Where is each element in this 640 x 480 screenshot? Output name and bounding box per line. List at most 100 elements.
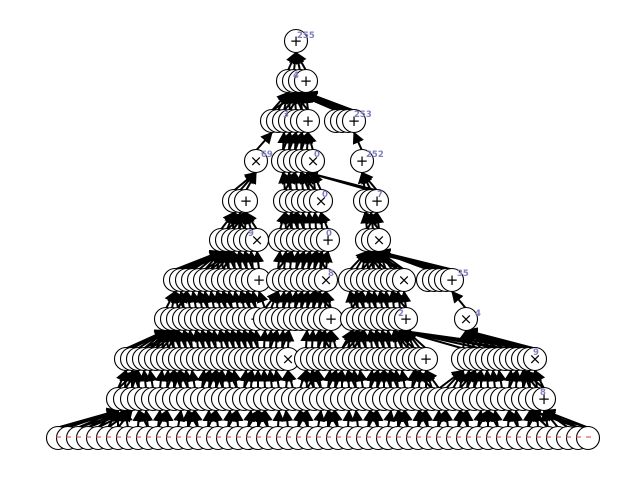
tree-edge [283,290,296,309]
leaf-cost-mark [256,436,261,438]
tree-edge [138,409,150,428]
tree-node: + [315,227,341,253]
tree-edge [413,369,433,390]
leaf-cost-mark [206,436,211,438]
tree-edge [172,369,184,389]
tree-edge [328,329,340,349]
tree-edge [176,329,188,349]
leaf-cost-mark [176,436,181,438]
tree-edge [289,211,301,230]
tree-edge [271,290,284,309]
tree-edge [154,369,167,389]
tree-edge [198,290,210,309]
tree-node: + [364,188,390,214]
node-index-label: 35 [457,269,469,279]
leaf-cost-mark [456,436,461,438]
tree-edge [230,329,242,349]
node-circle [391,267,417,293]
tree-edge [278,250,291,270]
tree-edge [481,369,494,389]
leaf-cost-mark [436,436,441,438]
leaf-cost-mark [106,436,111,438]
tree-edge [145,369,158,389]
tree-edge [200,329,212,349]
tree-edge [313,409,326,428]
tree-edge [508,409,520,428]
tree-edge [216,290,228,309]
node-operator: × [373,231,386,249]
leaf-cost-mark [86,436,91,438]
tree-edge [441,409,454,428]
tree-edge [187,369,200,389]
tree-edge [256,290,269,309]
leaf-cost-mark [56,436,61,438]
node-circle [453,306,479,332]
node-operator: + [300,72,313,90]
tree-edge [272,409,285,428]
tree-edge [327,409,339,429]
node-operator: + [371,192,384,210]
node-circle [313,267,339,293]
tree-edge [300,329,313,349]
tree-edge [218,329,230,349]
node-operator: + [290,32,303,50]
node-circle [439,267,465,293]
tree-edge [258,329,271,349]
node-operator: × [282,350,295,368]
node-index-label: 3 [283,110,289,120]
leaf-cost-mark [96,436,101,438]
tree-edge [361,171,378,192]
node-index-label: 7 [377,190,383,200]
tree-edge [164,329,176,349]
tree-edge [305,131,317,151]
leaf-cost-mark [566,436,571,438]
tree-node: × [453,306,479,332]
leaf-cost-mark [376,436,381,438]
node-operator: × [315,192,328,210]
tree-edge [271,369,284,389]
node-index-label: 253 [354,110,372,120]
leaf-cost-mark [426,436,431,438]
tree-edge [356,329,368,349]
node-layer: +×+×++×+×+×+×+×+×+×+×+×++×+×+×+×+×+×+×+×… [45,28,601,451]
tree-edge [377,248,453,271]
node-circle [341,108,367,134]
tree-edge [380,329,392,349]
leaf-cost-mark [116,436,121,438]
leaf-cost-mark [246,436,251,438]
tree-node: + [295,108,321,134]
tree-edge [230,290,243,309]
leaf-cost-mark [546,436,551,438]
leaf-cost-mark [186,436,191,438]
leaf-cost-mark [166,436,171,438]
node-circle [308,188,334,214]
node-index-label: 69 [261,150,273,160]
tree-edge [397,369,410,389]
tree-edge [224,329,236,349]
tree-edge [280,369,293,389]
tree-edge [299,409,311,428]
tree-node: + [439,267,465,293]
leaf-cost-mark [286,436,291,438]
leaf-cost-mark [196,436,201,438]
leaf-cost-mark [386,436,391,438]
node-circle [531,386,557,412]
tree-edge [382,369,394,389]
node-index-label: 0 [322,190,328,200]
tree-node: × [313,267,339,293]
tree-edge [488,369,501,389]
node-operator: × [398,271,411,289]
node-circle [315,227,341,253]
tree-edge [355,369,368,389]
leaf-cost-mark [136,436,141,438]
leaf-cost-mark [336,436,341,438]
tree-edge [236,329,248,349]
leaf-cost-mark [356,436,361,438]
tree-edge [342,409,355,428]
tree-edge [227,369,239,389]
tree-edge [119,369,132,389]
leaf-cost-mark [476,436,481,438]
tree-edge [318,329,331,350]
tree-node: × [366,227,392,253]
tree-edge [182,329,194,349]
